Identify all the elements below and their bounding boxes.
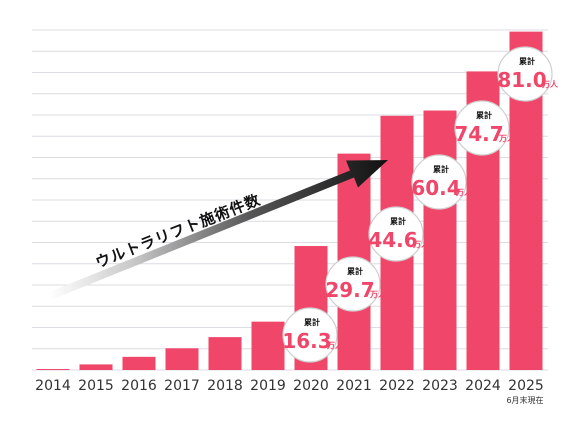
bubble-2024: 累計 74.7万人 (454, 100, 516, 156)
bubble-label: 累計 (347, 266, 363, 276)
bubble-circle (368, 206, 424, 262)
bar-2018 (208, 337, 242, 370)
x-tick-2015: 2015 (78, 378, 114, 394)
bar-2014 (36, 369, 70, 370)
bubble-2021: 累計 29.7万人 (325, 256, 387, 312)
x-tick-2021: 2021 (336, 378, 372, 394)
bubble-unit: 万人 (541, 79, 559, 89)
x-tick-2024: 2024 (465, 378, 501, 394)
bubble-2020: 累計 16.3万人 (282, 307, 344, 363)
bubble-value: 74.7 (454, 122, 503, 146)
arrow-label: ウルトラリフト施術件数 (93, 190, 263, 271)
x-tick-2014: 2014 (35, 378, 71, 394)
bar-2015 (79, 364, 113, 370)
bubble-label: 累計 (519, 56, 535, 66)
bubble-2025: 累計 81.0万人 (497, 46, 559, 102)
x-tick-2017: 2017 (164, 378, 200, 394)
x-tick-2016: 2016 (121, 378, 157, 394)
bubble-value: 81.0 (497, 68, 546, 92)
bubble-label: 累計 (476, 110, 492, 120)
x-tick-2022: 2022 (379, 378, 415, 394)
x-tick-2025: 2025 (508, 378, 544, 394)
bar-2017 (165, 348, 199, 370)
bubble-circle (497, 46, 553, 102)
bubble-label: 累計 (433, 164, 449, 174)
bubble-2023: 累計 60.4万人 (411, 154, 473, 210)
bubble-2022: 累計 44.6万人 (368, 206, 430, 262)
x-tick-2019: 2019 (250, 378, 286, 394)
bubble-circle (282, 307, 338, 363)
bubble-unit: 万人 (498, 133, 516, 143)
bubble-circle (411, 154, 467, 210)
bubble-label: 累計 (304, 317, 320, 327)
bar-2016 (122, 356, 156, 370)
x-tick-2020: 2020 (293, 378, 329, 394)
bubble-unit: 万人 (369, 289, 387, 299)
bar-2023 (423, 110, 457, 371)
as-of-note: 6月末現在 (506, 395, 543, 405)
growth-arrow-shaft (48, 160, 388, 300)
bubble-value: 60.4 (411, 176, 460, 200)
bubble-circle (454, 100, 510, 156)
bubble-circle (325, 256, 381, 312)
bubble-unit: 万人 (326, 340, 344, 350)
bubble-value: 16.3 (282, 329, 331, 353)
bar-2019 (251, 321, 285, 370)
x-tick-2023: 2023 (422, 378, 458, 394)
x-tick-labels: 2014 2015 2016 2017 2018 2019 2020 2021 2022 2023… (35, 378, 544, 394)
bubble-unit: 万人 (412, 239, 430, 249)
bubble-value: 29.7 (325, 278, 374, 302)
bubble-unit: 万人 (455, 187, 473, 197)
cumulative-bubbles: 累計16.3万人累計29.7万人累計44.6万人累計60.4万人累計74.7万人… (282, 46, 559, 363)
bubble-value: 44.6 (368, 228, 417, 252)
bubble-label: 累計 (390, 216, 406, 226)
x-tick-2018: 2018 (207, 378, 243, 394)
